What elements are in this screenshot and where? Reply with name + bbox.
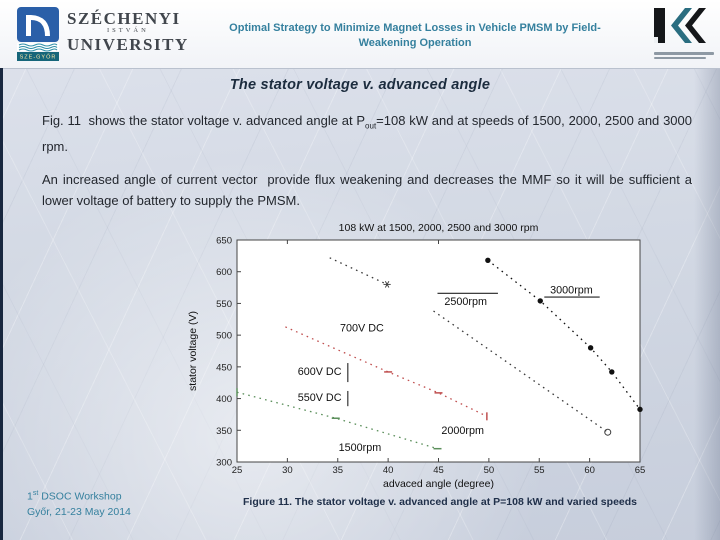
- annotation-2000rpm: 2000rpm: [441, 425, 484, 437]
- stator-voltage-chart-svg: 108 kW at 1500, 2000, 2500 and 3000 rpm 2…: [187, 222, 646, 490]
- x-tick-label: 25: [232, 465, 243, 476]
- jkk-caption-line-1: [654, 52, 714, 55]
- paragraph1-text-a: Fig. 11 shows the stator voltage v. adva…: [42, 113, 366, 128]
- workshop-footer: 1st DSOC Workshop Győr, 21-23 May 2014: [27, 486, 131, 520]
- university-badge-text: SZE-GYŐR: [20, 54, 57, 61]
- university-name-line3: UNIVERSITY: [67, 34, 189, 54]
- presentation-title-line2: Weakening Operation: [358, 36, 472, 49]
- slide-left-edge-bar: [0, 68, 3, 540]
- x-tick-label: 55: [534, 465, 545, 476]
- y-tick-label: 400: [216, 394, 232, 405]
- plot-area: [236, 239, 641, 463]
- x-tick-label: 40: [383, 465, 394, 476]
- series-2500rpm-lower: [433, 310, 609, 433]
- figure-caption: Figure 11. The stator voltage v. advance…: [243, 496, 637, 508]
- paragraph-flux-weakening: An increased angle of current vector pro…: [42, 172, 696, 208]
- x-tick-label: 35: [332, 465, 343, 476]
- jkk-caption-line-2: [654, 56, 706, 59]
- stator-voltage-chart: 108 kW at 1500, 2000, 2500 and 3000 rpm 2…: [183, 212, 658, 500]
- header-band: SZE-GYŐR SZÉCHENYI ISTVÁN UNIVERSITY Opt…: [0, 0, 720, 69]
- annotation-550v-dc: 550V DC: [298, 392, 342, 404]
- series-2500rpm-upper: [329, 257, 388, 285]
- jkk-logo-icon: [654, 8, 706, 43]
- annotation-2500rpm: 2500rpm: [444, 296, 487, 308]
- background-right-shade: [694, 68, 720, 540]
- workshop-footer-line2: Győr, 21-23 May 2014: [27, 505, 131, 518]
- marker-open-circle: [604, 428, 612, 436]
- series-2000rpm: [285, 326, 488, 417]
- annotation-600v-dc: 600V DC: [298, 366, 342, 378]
- paragraph-figure-reference: Fig. 11 shows the stator voltage v. adva…: [42, 111, 692, 158]
- university-name-line1: SZÉCHENYI: [67, 9, 181, 28]
- y-tick-label: 500: [216, 331, 232, 342]
- y-tick-label: 300: [216, 458, 232, 469]
- marker-dot: [637, 406, 643, 413]
- y-axis-label: stator voltage (V): [187, 311, 199, 391]
- y-tick-label: 650: [216, 236, 232, 247]
- y-tick-label: 600: [216, 267, 232, 278]
- university-logo: SZE-GYŐR SZÉCHENYI ISTVÁN UNIVERSITY: [16, 6, 189, 62]
- x-axis-label: advaced angle (degree): [383, 478, 494, 490]
- marker-dot: [587, 345, 594, 351]
- university-emblem-icon: SZE-GYŐR: [17, 7, 59, 61]
- annotation-700v-dc: 700V DC: [340, 323, 384, 335]
- x-tick-label: 65: [635, 465, 646, 476]
- x-tick-label: 60: [584, 465, 595, 476]
- y-tick-label: 550: [216, 299, 232, 310]
- marker-dot: [485, 257, 491, 263]
- y-tick-label: 450: [216, 362, 232, 373]
- university-name: SZÉCHENYI ISTVÁN UNIVERSITY: [67, 10, 189, 53]
- marker-star: [384, 281, 390, 288]
- slide-title: The stator voltage v. advanced angle: [229, 77, 491, 93]
- paragraph1-text-b: =108 kW and at speeds of 1500, 2000, 250…: [42, 113, 696, 155]
- marker-dot: [609, 369, 615, 375]
- x-tick-label: 30: [282, 465, 293, 476]
- workshop-footer-line1: 1st DSOC Workshop: [27, 490, 122, 503]
- presentation-title-line1: Optimal Strategy to Minimize Magnet Loss…: [229, 22, 601, 34]
- paragraph1-subscript: out: [365, 121, 377, 131]
- x-tick-label: 50: [484, 465, 495, 476]
- x-tick-label: 45: [433, 465, 444, 476]
- university-name-line2: ISTVÁN: [106, 27, 149, 34]
- jkk-logo: [654, 8, 714, 59]
- annotation-3000rpm: 3000rpm: [550, 285, 593, 297]
- annotation-1500rpm: 1500rpm: [339, 442, 382, 454]
- y-tick-label: 350: [216, 426, 232, 437]
- marker-dot: [537, 298, 543, 304]
- chart-title: 108 kW at 1500, 2000, 2500 and 3000 rpm: [339, 222, 539, 234]
- presentation-title: Optimal Strategy to Minimize Magnet Loss…: [195, 21, 635, 50]
